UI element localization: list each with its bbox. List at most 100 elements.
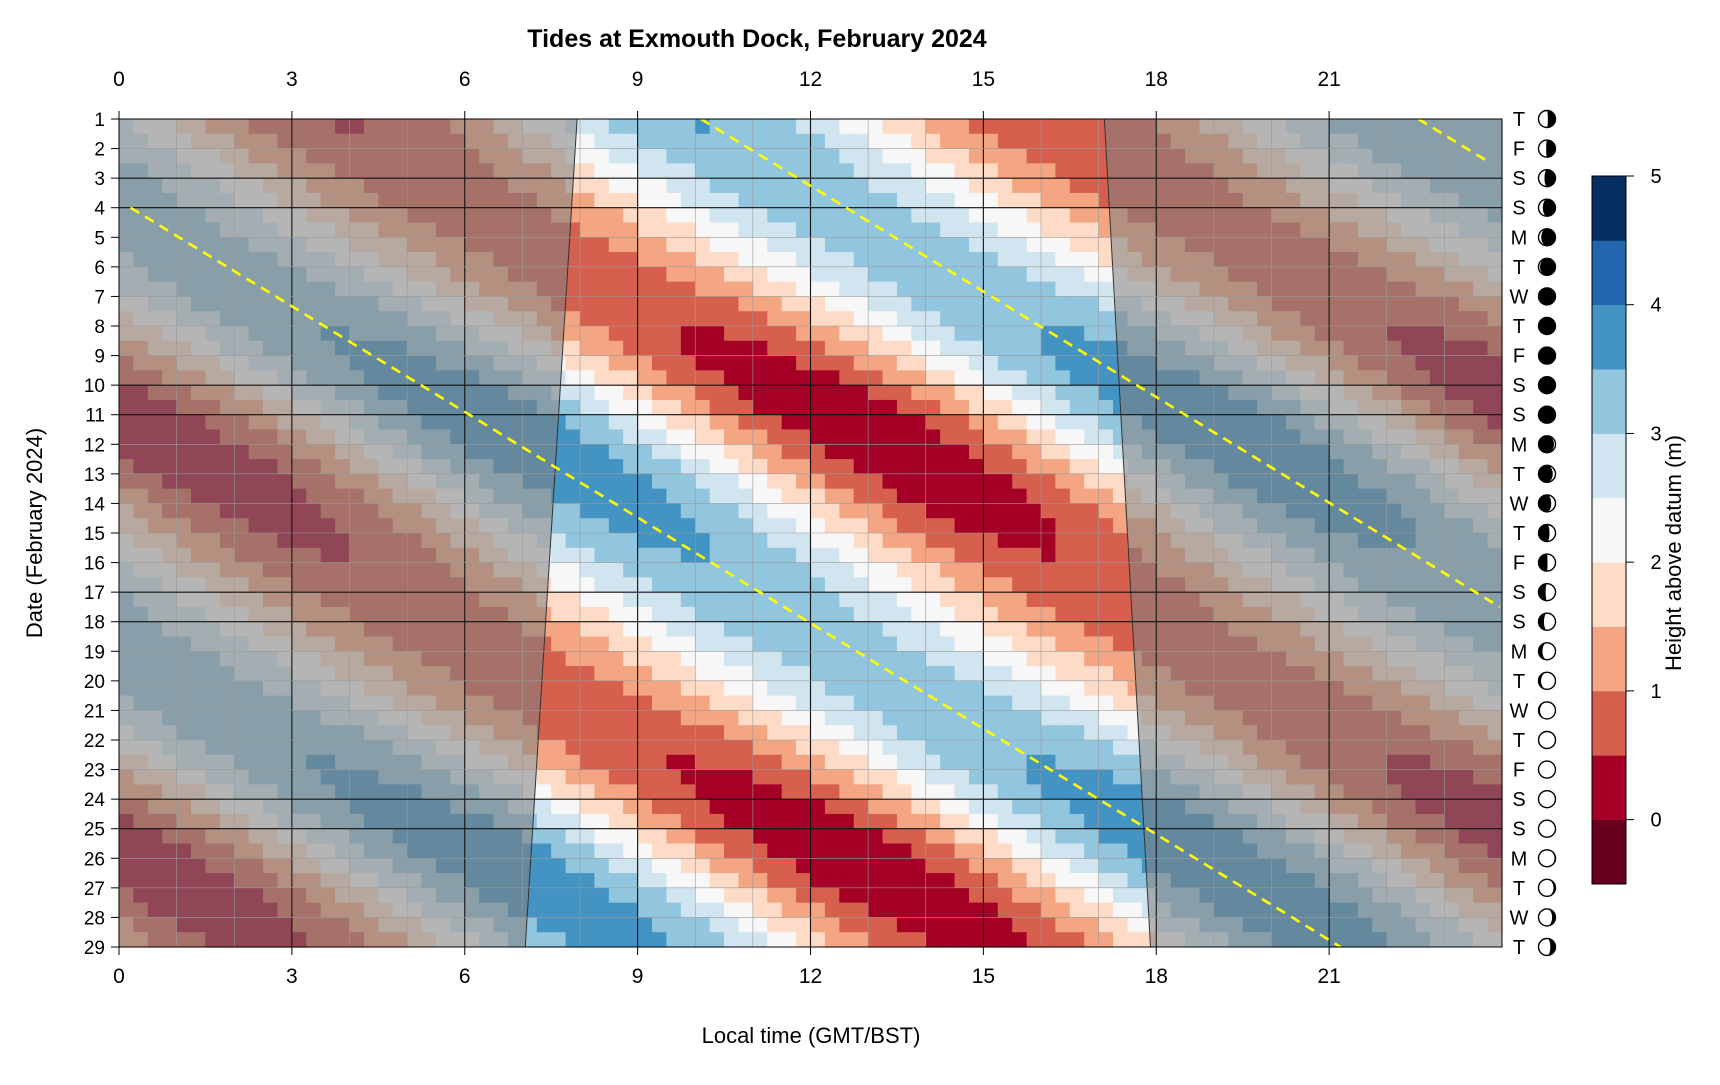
heat-cell	[796, 562, 812, 578]
heat-cell	[594, 237, 610, 253]
heat-cell	[1026, 281, 1042, 298]
heat-cell	[839, 296, 855, 312]
heat-cell	[853, 444, 869, 460]
heat-cell	[925, 518, 941, 534]
heat-cell	[680, 813, 696, 830]
heat-cell	[680, 843, 696, 859]
heat-cell	[637, 222, 653, 238]
heat-cell	[594, 533, 610, 549]
heat-cell	[536, 828, 552, 845]
heat-cell	[752, 695, 768, 712]
heat-cell	[1055, 577, 1071, 593]
heat-cell	[608, 740, 624, 756]
heat-cell	[666, 769, 682, 785]
heat-cell	[839, 799, 855, 815]
heat-cell	[968, 784, 984, 800]
heat-cell	[853, 754, 869, 771]
heat-cell	[652, 754, 668, 771]
heat-cell	[1098, 429, 1114, 445]
heat-cell	[839, 178, 855, 194]
heat-cell	[551, 784, 567, 800]
heat-cell	[810, 813, 826, 830]
heat-cell	[580, 414, 596, 431]
heat-cell	[796, 326, 812, 342]
heat-cell	[1055, 473, 1071, 490]
heat-cell	[925, 370, 941, 386]
heat-cell	[738, 178, 754, 194]
heat-cell	[666, 296, 682, 312]
heat-cell	[824, 592, 840, 608]
heat-cell	[752, 710, 768, 726]
heat-cell	[752, 414, 768, 431]
heat-cell	[1026, 459, 1042, 475]
heat-cell	[1084, 252, 1100, 268]
heat-cell	[882, 813, 898, 830]
heat-cell	[997, 799, 1013, 815]
heat-cell	[868, 799, 884, 815]
heat-cell	[925, 740, 941, 756]
heat-cell	[1084, 326, 1100, 342]
heat-cell	[796, 207, 812, 224]
heat-cell	[781, 680, 797, 697]
heat-cell	[954, 178, 970, 194]
heat-cell	[954, 252, 970, 268]
heat-cell	[695, 355, 711, 371]
heat-cell	[983, 562, 999, 578]
heat-cell	[882, 873, 898, 889]
heat-cell	[925, 281, 941, 298]
heat-cell	[580, 237, 596, 253]
heat-cell	[1084, 178, 1100, 194]
heat-cell	[796, 266, 812, 283]
heat-cell	[1084, 562, 1100, 578]
heat-cell	[997, 503, 1013, 519]
heat-cell	[853, 651, 869, 667]
heat-cell	[1113, 680, 1129, 697]
heat-cell	[767, 843, 783, 859]
heat-cell	[1041, 340, 1057, 357]
heat-cell	[1026, 207, 1042, 224]
heat-cell	[1012, 148, 1028, 164]
heat-cell	[608, 192, 624, 209]
heat-cell	[752, 769, 768, 785]
heat-cell	[1113, 843, 1129, 859]
heat-cell	[940, 636, 956, 652]
heat-cell	[1069, 754, 1085, 771]
heat-cell	[896, 252, 912, 268]
heat-cell	[666, 326, 682, 342]
heat-cell	[580, 547, 596, 564]
heat-cell	[1055, 326, 1071, 342]
heat-cell	[724, 296, 740, 312]
heat-cell	[911, 237, 927, 253]
heat-cell	[1055, 192, 1071, 209]
heat-cell	[1012, 207, 1028, 224]
heat-cell	[1098, 651, 1114, 667]
heat-cell	[709, 222, 725, 238]
heat-cell	[666, 252, 682, 268]
heat-cell	[695, 828, 711, 845]
heat-cell	[594, 606, 610, 623]
heat-cell	[954, 488, 970, 505]
heat-cell	[652, 813, 668, 830]
heat-cell	[695, 725, 711, 741]
heat-cell	[1026, 370, 1042, 386]
heat-cell	[1012, 370, 1028, 386]
heat-cell	[738, 799, 754, 815]
heat-cell	[580, 577, 596, 593]
heat-cell	[637, 385, 653, 401]
heat-cell	[637, 843, 653, 859]
heat-cell	[767, 119, 783, 135]
heat-cell	[925, 725, 941, 741]
heat-cell	[1098, 577, 1114, 593]
heat-cell	[695, 459, 711, 475]
heat-cell	[1098, 784, 1114, 800]
heat-cell	[695, 518, 711, 534]
heat-cell	[666, 680, 682, 697]
heat-cell	[925, 429, 941, 445]
heat-cell	[724, 666, 740, 682]
heat-cell	[1084, 636, 1100, 652]
heat-cell	[781, 444, 797, 460]
heat-cell	[940, 695, 956, 712]
heat-cell	[637, 621, 653, 638]
heat-cell	[637, 163, 653, 179]
heat-cell	[680, 828, 696, 845]
